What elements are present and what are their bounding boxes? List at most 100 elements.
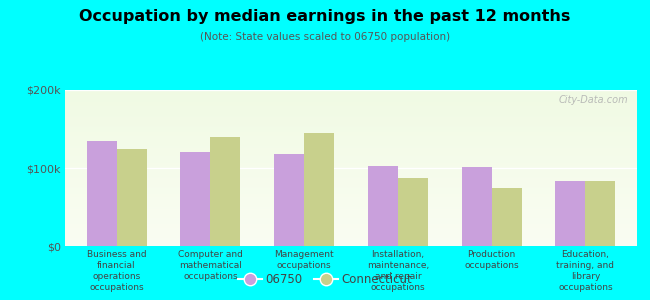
Bar [65,227,637,228]
Bar [65,151,637,152]
Bar [65,188,637,189]
Bar [65,231,637,232]
Bar [65,94,637,95]
Bar [65,114,637,115]
Bar [65,244,637,245]
Bar [86,141,116,246]
Bar [65,174,637,175]
Text: (Note: State values scaled to 06750 population): (Note: State values scaled to 06750 popu… [200,32,450,41]
Bar [65,224,637,225]
Bar [65,131,637,132]
Bar [211,137,240,246]
Bar [65,93,637,94]
Bar [65,187,637,188]
Bar [65,102,637,103]
Bar [65,106,637,107]
Bar [65,120,637,121]
Bar [65,165,637,166]
Bar [65,240,637,241]
Bar [65,124,637,125]
Bar [65,213,637,214]
Bar [65,190,637,191]
Bar [65,108,637,109]
Bar [398,178,428,246]
Bar [65,178,637,179]
Bar [65,125,637,126]
Bar [65,212,637,213]
Bar [65,117,637,118]
Bar [65,201,637,202]
Bar [65,195,637,196]
Bar [65,215,637,216]
Bar [65,207,637,208]
Bar [65,194,637,195]
Bar [368,166,398,246]
Bar [65,217,637,218]
Bar [65,142,637,143]
Bar [65,134,637,135]
Bar [65,166,637,167]
Bar [65,129,637,130]
Bar [65,218,637,219]
Bar [65,237,637,238]
Bar [65,245,637,246]
Bar [65,186,637,187]
Text: Occupation by median earnings in the past 12 months: Occupation by median earnings in the pas… [79,9,571,24]
Bar [65,152,637,153]
Bar [65,216,637,217]
Bar [65,119,637,120]
Bar [65,167,637,168]
Text: City-Data.com: City-Data.com [559,95,629,105]
Bar [65,203,637,204]
Bar [65,101,637,102]
Bar [65,159,637,160]
Bar [65,143,637,144]
Bar [65,189,637,190]
Bar [65,97,637,98]
Bar [65,148,637,149]
Bar [65,206,637,207]
Bar [65,175,637,176]
Legend: 06750, Connecticut: 06750, Connecticut [233,269,417,291]
Bar [65,105,637,106]
Bar [65,233,637,234]
Bar [65,241,637,242]
Bar [65,239,637,240]
Bar [65,235,637,236]
Bar [65,145,637,146]
Bar [65,222,637,223]
Bar [65,211,637,212]
Bar [65,132,637,133]
Bar [65,219,637,220]
Bar [65,220,637,221]
Bar [65,141,637,142]
Bar [65,136,637,137]
Bar [555,181,586,246]
Bar [65,193,637,194]
Bar [65,104,637,105]
Bar [65,115,637,116]
Bar [65,121,637,122]
Bar [65,99,637,100]
Bar [65,163,637,164]
Bar [65,192,637,193]
Bar [65,198,637,199]
Bar [65,90,637,91]
Bar [65,243,637,244]
Bar [65,236,637,237]
Bar [65,126,637,127]
Bar [65,210,637,211]
Bar [116,148,147,246]
Bar [65,197,637,198]
Bar [65,149,637,150]
Bar [65,204,637,205]
Bar [304,133,334,246]
Bar [65,173,637,174]
Bar [65,170,637,171]
Bar [65,208,637,209]
Bar [65,112,637,113]
Bar [65,164,637,165]
Bar [65,191,637,192]
Bar [65,180,637,181]
Bar [65,113,637,114]
